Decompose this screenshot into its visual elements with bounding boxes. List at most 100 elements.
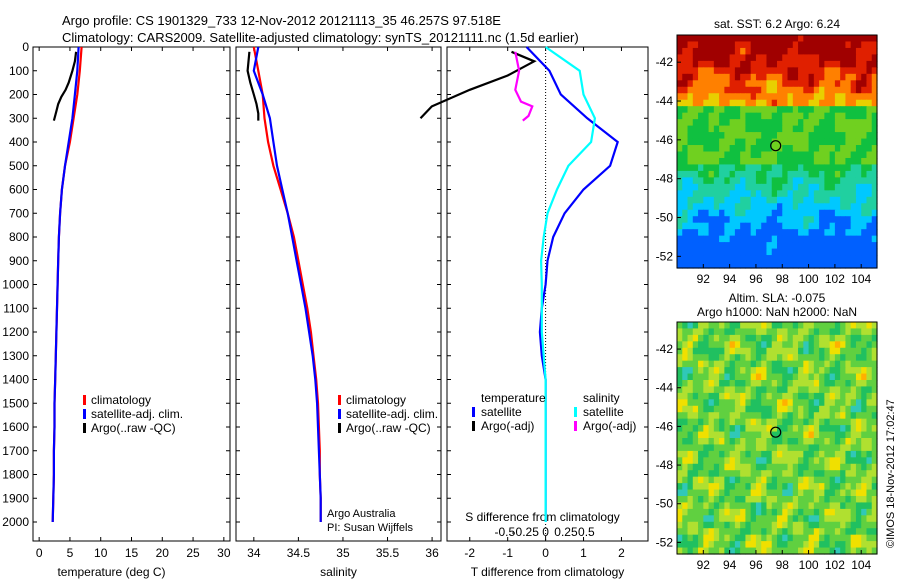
sst-map-cell	[808, 170, 815, 178]
sla-map-cell	[687, 322, 694, 330]
sla-map-cell	[803, 412, 810, 420]
sla-map-cell	[708, 463, 715, 471]
sla-map-cell	[677, 354, 683, 362]
sst-map-cell	[803, 196, 810, 204]
sla-map-cell	[692, 425, 699, 433]
sst-map-cell	[766, 248, 773, 256]
sla-map-cell	[750, 354, 757, 362]
sla-map-cell	[698, 483, 704, 491]
sla-map-cell	[787, 418, 794, 426]
sla-map-cell	[792, 515, 799, 523]
sla-map-cell	[724, 418, 731, 426]
sst-map-cell	[708, 60, 715, 68]
sst-map-cell	[792, 164, 799, 172]
sst-map-cell	[787, 119, 794, 127]
sst-map-cell	[803, 164, 810, 172]
sst-map-cell	[761, 106, 768, 114]
sst-map-cell	[777, 35, 783, 43]
sla-map-cell	[698, 418, 704, 426]
sla-map-cell	[682, 360, 689, 368]
sst-map-cell	[861, 47, 868, 56]
sst-map-cell	[819, 67, 825, 75]
sla-map-cell	[713, 399, 720, 407]
sst-map-cell	[750, 255, 757, 263]
sst-map-cell	[734, 47, 741, 56]
sla-map-cell	[840, 521, 847, 529]
sst-map-cell	[729, 190, 736, 198]
sla-map-cell	[698, 508, 704, 516]
sla-map-cell	[866, 528, 873, 536]
sla-map-cell	[861, 547, 868, 555]
sla-map-cell	[787, 521, 794, 529]
sst-map-cell	[771, 119, 778, 127]
sla-map-cell	[787, 392, 794, 400]
sla-map-cell	[766, 418, 773, 426]
sst-map-cell	[687, 41, 694, 49]
sst-map-cell	[734, 177, 741, 185]
sla-map-title-line2: Argo h1000: NaN h2000: NaN	[697, 305, 857, 319]
sst-map-cell	[845, 47, 852, 56]
sst-map-cell	[755, 157, 762, 166]
sst-map-cell	[855, 209, 862, 217]
sla-map-cell	[682, 334, 689, 342]
sst-map-cell	[761, 209, 768, 217]
sla-map-cell	[808, 450, 815, 458]
sla-map-cell	[829, 431, 836, 439]
sst-map-cell	[824, 255, 831, 263]
sla-map-cell	[866, 354, 873, 362]
sst-map-cell	[824, 93, 831, 101]
sst-map-cell	[777, 248, 783, 256]
sst-map-ytick-label: -44	[656, 94, 674, 108]
sst-map-cell	[682, 80, 689, 88]
sst-map-cell	[792, 60, 799, 68]
sla-map-ytick-label: -42	[656, 342, 674, 356]
sla-map-cell	[871, 444, 878, 452]
sst-map-cell	[771, 229, 778, 237]
sla-map-cell	[755, 418, 762, 426]
sst-map-cell	[861, 242, 868, 250]
sla-map-cell	[708, 367, 715, 375]
sla-map-cell	[803, 438, 810, 446]
sst-map-cell	[708, 209, 715, 217]
sla-map-cell	[677, 328, 683, 336]
sst-map-cell	[829, 209, 836, 217]
sla-map-cell	[719, 431, 725, 439]
sst-map-cell	[850, 119, 857, 127]
sla-map-cell	[677, 341, 683, 349]
sst-map-cell	[698, 190, 704, 198]
sla-map-cell	[850, 438, 857, 446]
sla-map-cell	[713, 463, 720, 471]
sst-map-cell	[687, 86, 694, 94]
sst-map-cell	[803, 209, 810, 217]
sst-map-cell	[866, 86, 873, 94]
sst-map-cell	[724, 112, 731, 120]
sla-map-cell	[813, 431, 820, 439]
sst-map-cell	[850, 99, 857, 107]
sla-map-cell	[824, 483, 831, 491]
sst-map-cell	[724, 248, 731, 256]
sst-map-cell	[808, 106, 815, 114]
sst-map-cell	[819, 255, 825, 263]
sla-map-cell	[755, 438, 762, 446]
sla-map-cell	[787, 534, 794, 542]
sst-map-cell	[682, 145, 689, 153]
sla-map-cell	[729, 476, 736, 484]
sst-map-cell	[824, 54, 831, 62]
sla-map-cell	[719, 341, 725, 349]
sst-map-cell	[798, 35, 804, 43]
sla-map-cell	[787, 360, 794, 368]
sla-map-cell	[734, 354, 741, 362]
sst-map-cell	[808, 235, 815, 243]
sst-map-cell	[803, 261, 810, 269]
sla-map-cell	[866, 380, 873, 388]
sst-map-cell	[771, 151, 778, 159]
sla-map-cell	[871, 367, 878, 375]
sst-map-cell	[708, 145, 715, 153]
sla-map-cell	[740, 418, 747, 426]
sst-map-cell	[782, 242, 789, 250]
sst-map-cell	[803, 41, 810, 49]
sst-map-cell	[792, 54, 799, 62]
sst-map-cell	[819, 119, 825, 127]
sla-map-cell	[855, 334, 862, 342]
sla-map-cell	[861, 457, 868, 465]
